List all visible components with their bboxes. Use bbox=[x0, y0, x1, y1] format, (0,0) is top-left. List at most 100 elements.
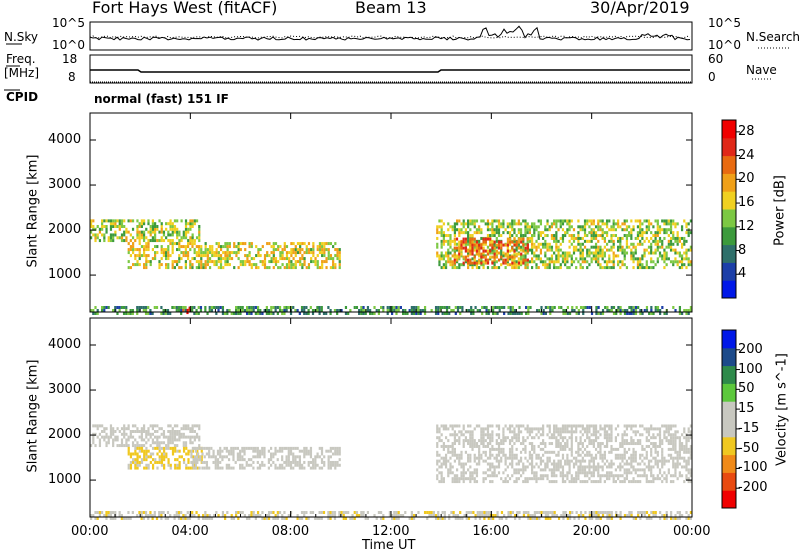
data-cell bbox=[665, 228, 668, 232]
data-cell bbox=[625, 219, 629, 223]
data-cell bbox=[478, 228, 481, 232]
data-cell bbox=[658, 439, 662, 443]
data-cell bbox=[680, 225, 684, 229]
data-cell bbox=[94, 233, 97, 237]
data-cell bbox=[557, 427, 560, 431]
data-cell bbox=[334, 446, 337, 450]
data-cell bbox=[630, 462, 633, 466]
data-cell bbox=[592, 236, 595, 240]
data-cell bbox=[272, 248, 275, 252]
data-cell bbox=[539, 231, 543, 235]
data-cell bbox=[165, 435, 168, 439]
data-cell bbox=[568, 447, 571, 451]
data-cell bbox=[674, 439, 677, 443]
data-cell bbox=[575, 312, 578, 315]
data-cell bbox=[149, 230, 152, 234]
data-cell bbox=[581, 424, 584, 428]
data-cell bbox=[320, 466, 324, 470]
data-cell bbox=[524, 248, 527, 252]
data-cell bbox=[246, 257, 249, 261]
colorbar-segment bbox=[722, 436, 736, 456]
data-cell bbox=[410, 312, 413, 315]
data-cell bbox=[608, 248, 611, 252]
data-cell bbox=[438, 257, 441, 261]
data-cell bbox=[147, 239, 150, 243]
data-cell bbox=[156, 245, 159, 249]
data-cell bbox=[575, 245, 578, 249]
data-cell bbox=[579, 257, 582, 261]
data-cell bbox=[566, 477, 569, 481]
data-cell bbox=[667, 424, 670, 428]
data-cell bbox=[336, 449, 339, 453]
data-cell bbox=[453, 239, 456, 243]
data-cell bbox=[515, 471, 518, 475]
data-cell bbox=[211, 254, 214, 258]
data-cell bbox=[224, 242, 227, 246]
freq-tick-bottom: 8 bbox=[68, 70, 76, 84]
data-cell bbox=[515, 248, 518, 252]
data-cell bbox=[208, 517, 211, 520]
data-cell bbox=[327, 248, 330, 252]
data-cell bbox=[196, 452, 200, 456]
data-cell bbox=[632, 456, 635, 460]
data-cell bbox=[654, 436, 657, 440]
data-cell bbox=[586, 305, 589, 309]
data-cell bbox=[608, 513, 611, 517]
data-cell bbox=[458, 234, 461, 238]
data-cell bbox=[594, 427, 598, 431]
data-cell bbox=[386, 312, 389, 315]
data-cell bbox=[160, 463, 164, 467]
data-cell bbox=[216, 449, 220, 453]
data-cell bbox=[465, 517, 468, 520]
data-cell bbox=[559, 465, 562, 469]
data-cell bbox=[241, 449, 244, 453]
data-cell bbox=[663, 260, 666, 264]
data-cell bbox=[163, 466, 166, 470]
data-cell bbox=[129, 460, 133, 464]
data-cell bbox=[309, 466, 313, 470]
data-cell bbox=[228, 257, 231, 261]
data-cell bbox=[663, 231, 666, 235]
data-cell bbox=[287, 305, 290, 309]
data-cell bbox=[129, 312, 132, 315]
data-cell bbox=[268, 260, 271, 264]
data-cell bbox=[641, 433, 644, 437]
data-cell bbox=[321, 248, 324, 252]
data-cell bbox=[654, 462, 657, 466]
data-cell bbox=[513, 239, 516, 243]
data-cell bbox=[151, 458, 155, 462]
data-cell bbox=[116, 236, 119, 240]
data-cell bbox=[601, 442, 604, 446]
data-cell bbox=[391, 513, 394, 517]
data-cell bbox=[527, 305, 530, 309]
data-cell bbox=[594, 456, 598, 460]
data-cell bbox=[612, 447, 615, 451]
data-cell bbox=[570, 450, 573, 454]
data-cell bbox=[256, 305, 260, 309]
data-cell bbox=[470, 308, 473, 312]
data-cell bbox=[206, 257, 209, 261]
data-cell bbox=[460, 252, 463, 256]
data-cell bbox=[434, 305, 438, 309]
data-cell bbox=[643, 219, 646, 223]
data-cell bbox=[513, 243, 516, 247]
data-cell bbox=[605, 459, 609, 463]
data-cell bbox=[471, 474, 474, 478]
data-cell bbox=[473, 255, 476, 259]
data-cell bbox=[235, 305, 238, 309]
data-cell bbox=[561, 257, 565, 261]
data-cell bbox=[473, 219, 476, 223]
data-cell bbox=[661, 474, 664, 478]
data-cell bbox=[663, 462, 666, 466]
data-cell bbox=[165, 227, 168, 231]
data-cell bbox=[136, 460, 139, 464]
data-cell bbox=[665, 251, 668, 255]
data-cell bbox=[628, 456, 631, 460]
data-cell bbox=[669, 225, 673, 229]
data-cell bbox=[632, 251, 635, 255]
data-cell bbox=[120, 305, 123, 309]
data-cell bbox=[442, 480, 445, 484]
data-cell bbox=[245, 305, 249, 309]
data-cell bbox=[513, 427, 516, 431]
data-cell bbox=[581, 242, 584, 246]
